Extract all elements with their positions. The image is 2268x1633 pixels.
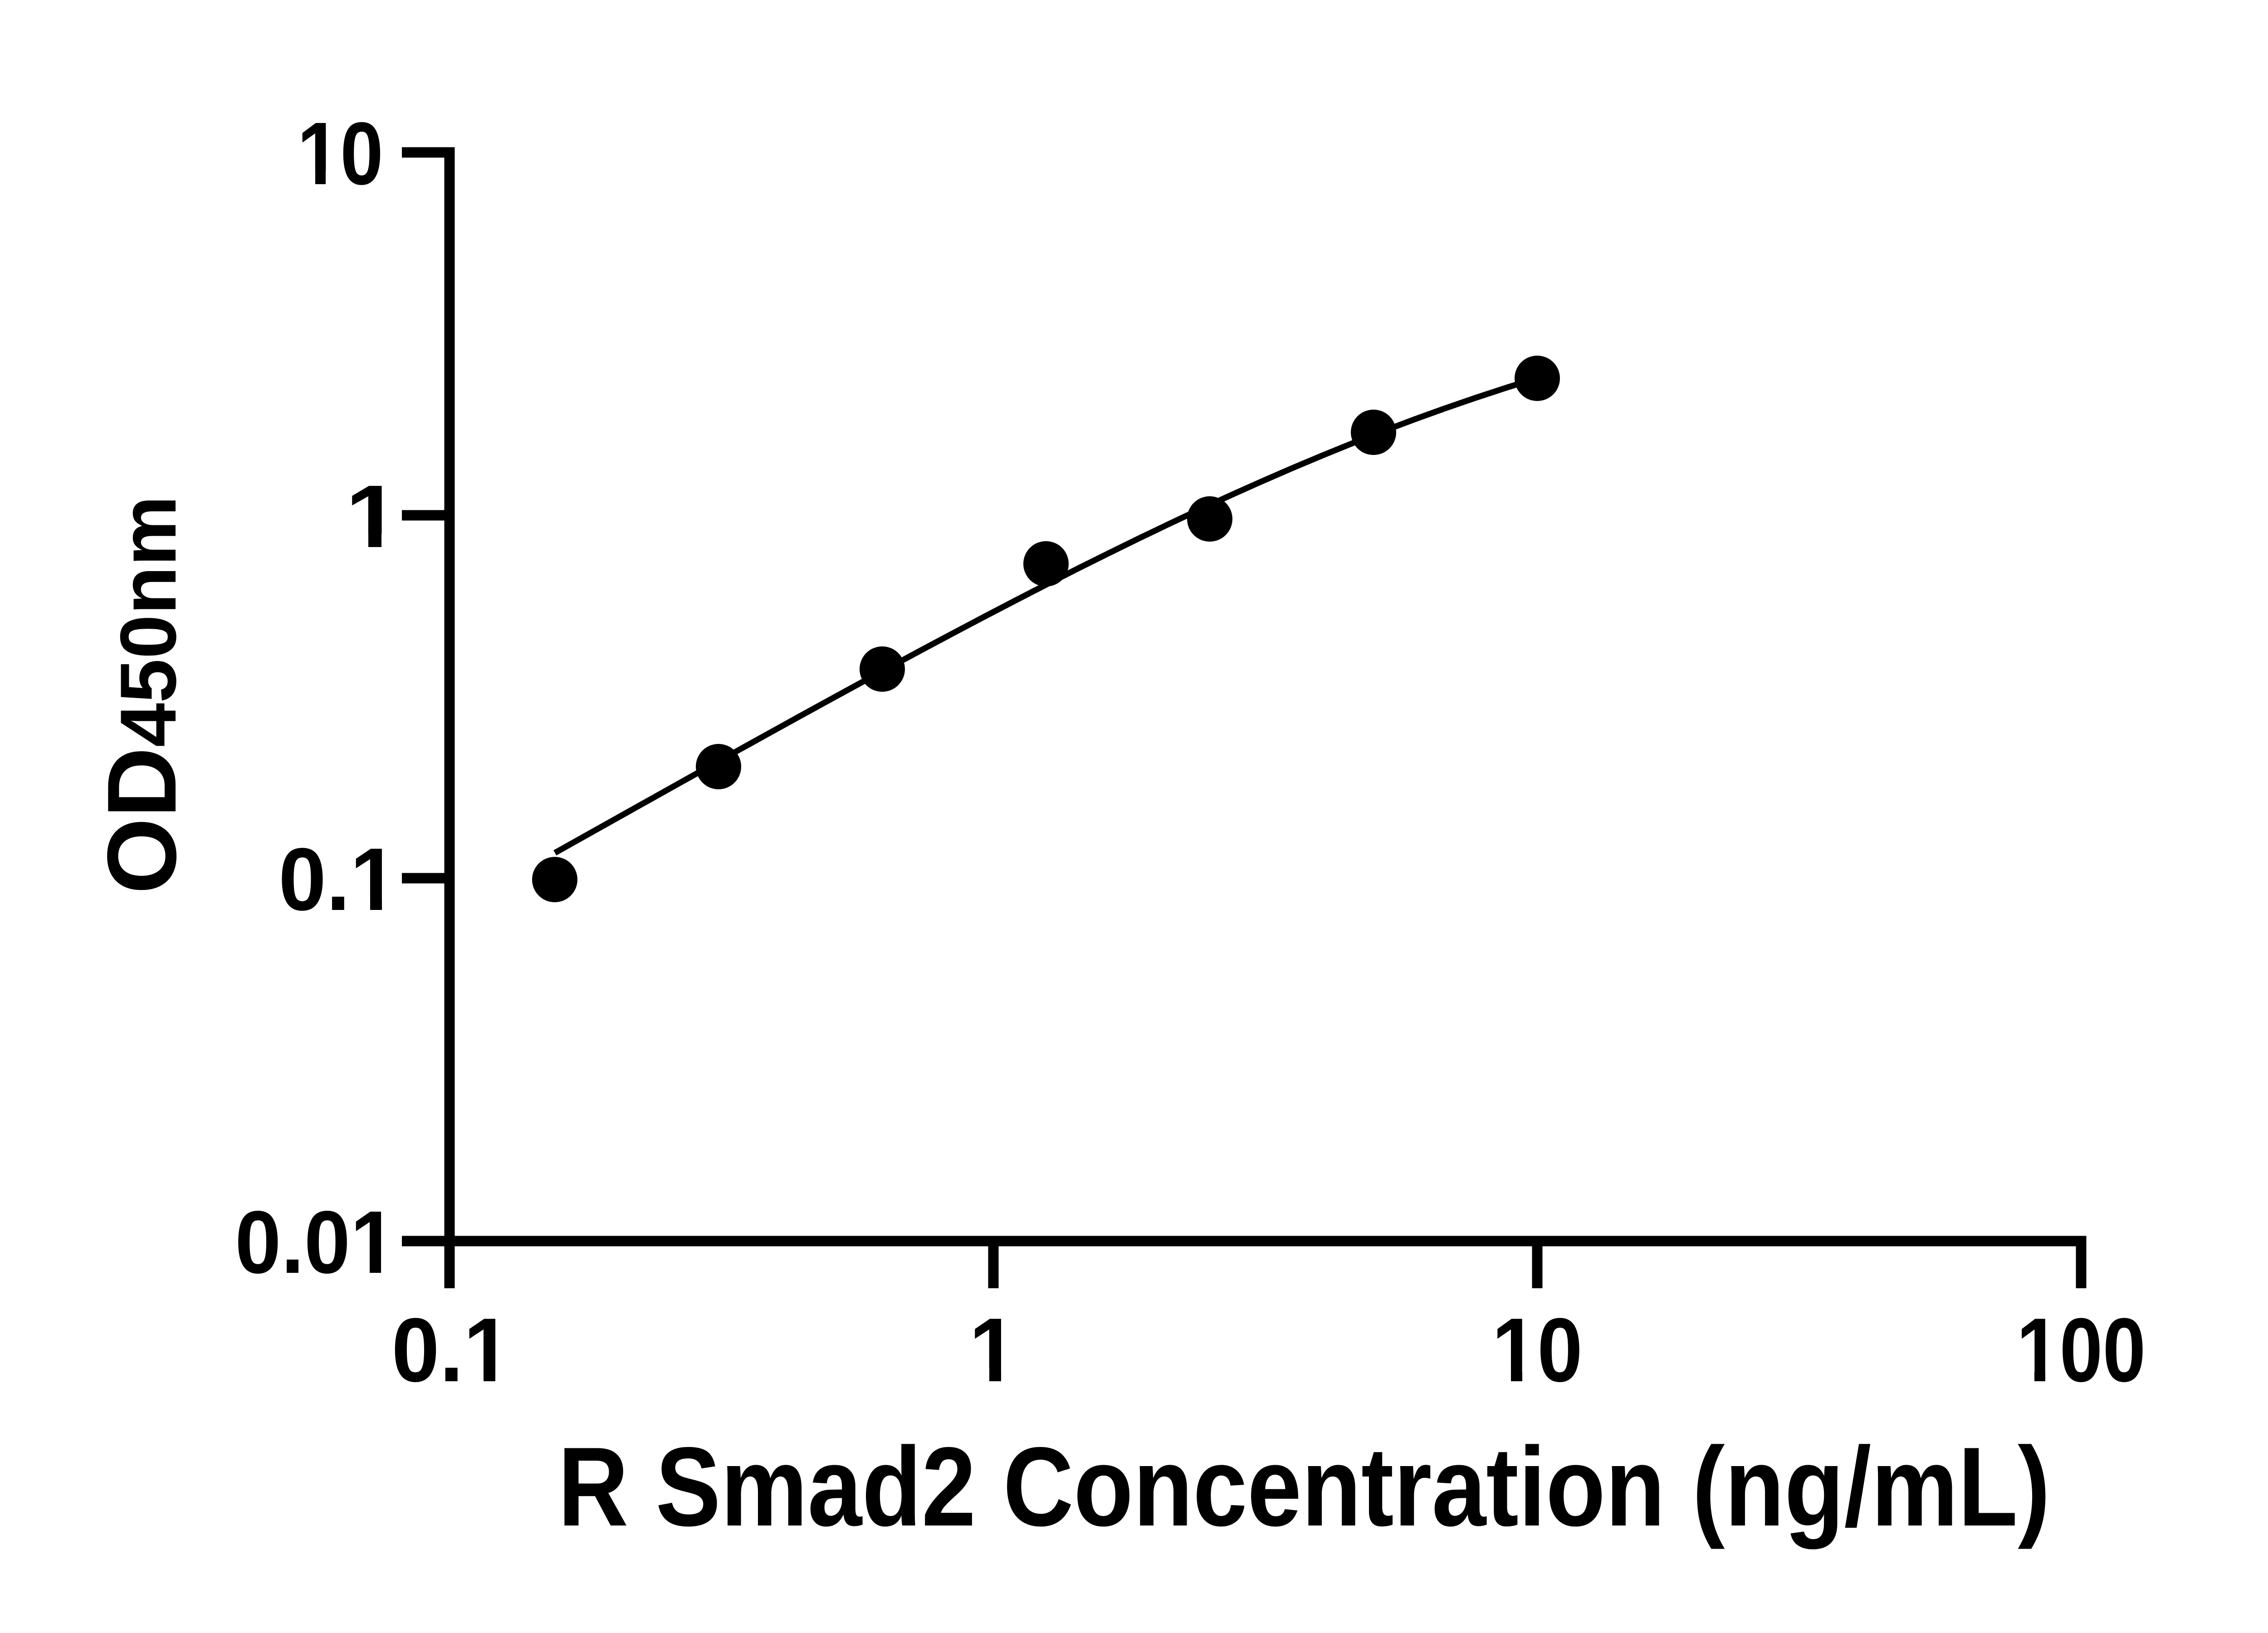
svg-text:0.1: 0.1 (279, 830, 398, 929)
svg-text:0.01: 0.01 (235, 1193, 396, 1292)
svg-text:OD450nm: OD450nm (87, 496, 196, 894)
svg-text:1: 1 (346, 467, 400, 566)
svg-text:0.1: 0.1 (391, 1300, 511, 1401)
svg-text:1: 1 (969, 1300, 1017, 1401)
svg-text:R Smad2 Concentration (ng/mL): R Smad2 Concentration (ng/mL) (558, 1423, 2050, 1550)
svg-text:10: 10 (297, 104, 383, 203)
svg-text:10: 10 (1492, 1300, 1583, 1401)
svg-text:100: 100 (2017, 1300, 2146, 1401)
